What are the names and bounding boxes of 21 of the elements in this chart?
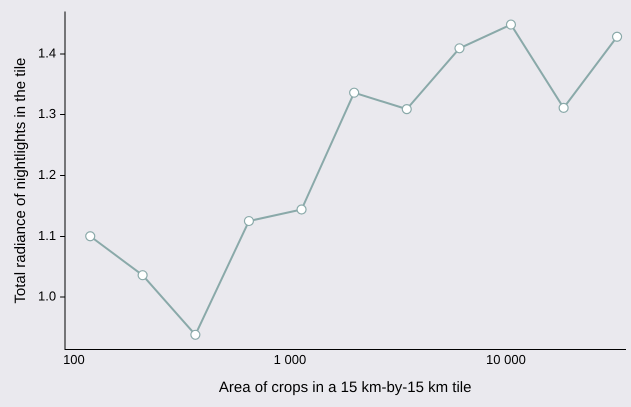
point bbox=[454, 43, 465, 54]
point bbox=[612, 32, 622, 42]
y-tick-label: 1.0 bbox=[38, 288, 56, 304]
point bbox=[506, 19, 516, 30]
x-tick-label: 1 000 bbox=[274, 352, 306, 367]
y-tick-label: 1.2 bbox=[38, 167, 56, 182]
point bbox=[244, 216, 254, 226]
x-tick-label: 100 bbox=[63, 352, 85, 367]
point bbox=[138, 270, 148, 280]
point bbox=[296, 204, 307, 215]
x-axis-title: Area of crops in a 15 km-by-15 km tile bbox=[218, 379, 472, 396]
y-tick-label: 1.4 bbox=[38, 45, 56, 60]
y-tick-label: 1.3 bbox=[38, 106, 56, 122]
point bbox=[190, 330, 200, 340]
x-tick-label: 10 000 bbox=[486, 352, 526, 367]
point bbox=[349, 88, 360, 98]
y-tick-label: 1.1 bbox=[38, 228, 56, 243]
point bbox=[558, 102, 569, 114]
point bbox=[85, 231, 96, 242]
point bbox=[402, 104, 412, 114]
y-axis-title: Total radiance of nightlights in the tile bbox=[12, 58, 30, 304]
